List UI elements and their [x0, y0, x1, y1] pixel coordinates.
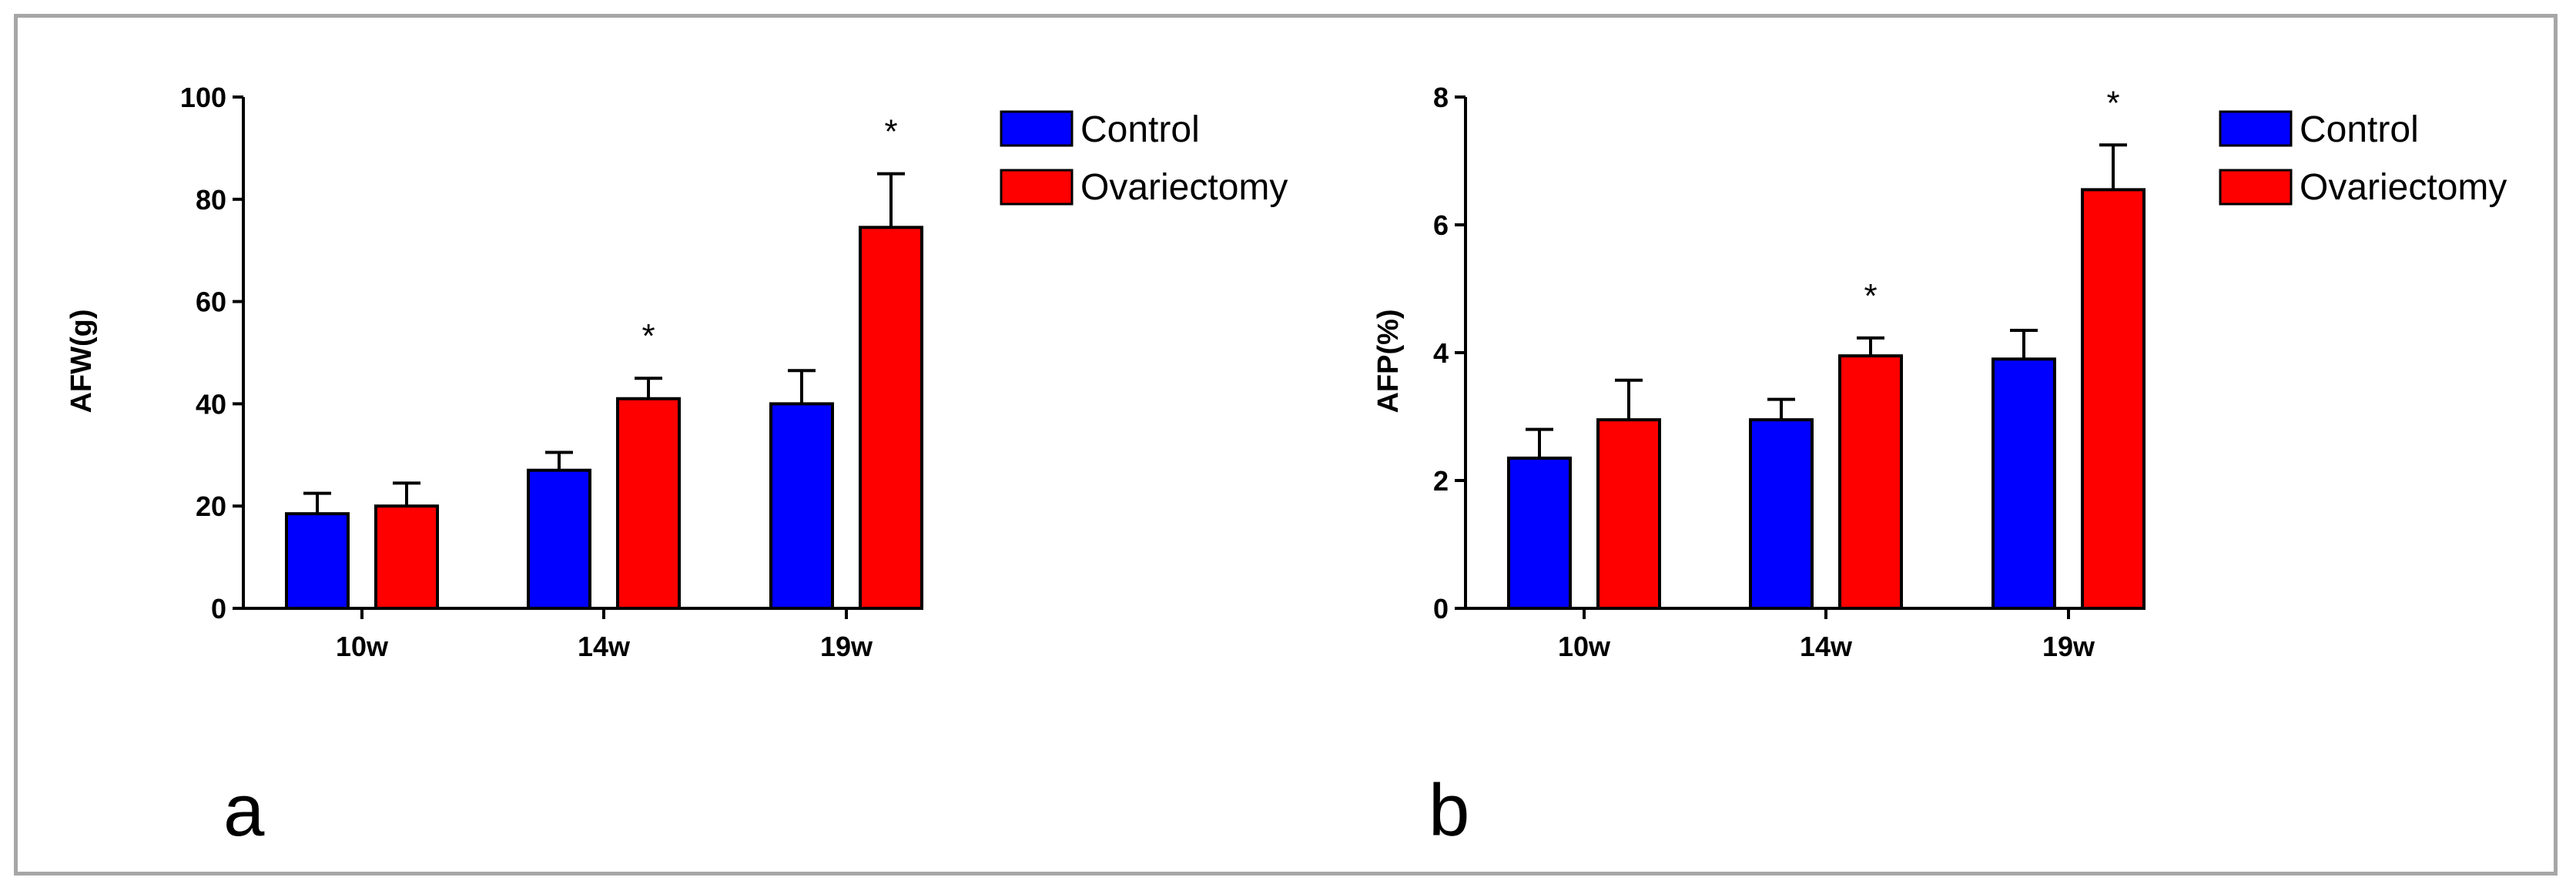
- legend-swatch-control: [2219, 110, 2293, 147]
- chart-b-ylabel: AFP(%): [1372, 309, 1405, 413]
- y-tick-label: 2: [1433, 465, 1449, 497]
- bar-ovariectomy-19w: [859, 226, 923, 610]
- legend-swatch-ovariectomy: [2219, 169, 2293, 206]
- bar-control-14w: [527, 468, 591, 610]
- legend-label-control: Control: [1080, 109, 1200, 150]
- legend-swatch-ovariectomy: [1000, 169, 1074, 206]
- y-tick-label: 60: [196, 286, 226, 318]
- x-tick-label: 14w: [1800, 631, 1853, 662]
- chart-b-legend: Control Ovariectomy: [2219, 109, 2507, 208]
- chart-a-legend: Control Ovariectomy: [1000, 109, 1288, 208]
- significance-marker: *: [884, 113, 897, 151]
- legend-label-ovariectomy: Ovariectomy: [2300, 167, 2507, 208]
- chart-b: AFP(%) 0 2 4 6 8 * * 10w 14w 19w Control Ovarie…: [1372, 82, 2507, 852]
- bar-control-10w: [285, 512, 350, 610]
- bar-control-19w: [769, 402, 834, 611]
- y-tick-label: 20: [196, 491, 226, 522]
- y-tick-label: 6: [1433, 209, 1449, 241]
- bar-control-10w: [1507, 456, 1572, 611]
- significance-marker: *: [641, 317, 655, 355]
- y-tick-label: 100: [180, 82, 226, 113]
- significance-marker: *: [2106, 84, 2119, 122]
- bar-ovariectomy-10w: [374, 504, 439, 611]
- x-tick-label: 10w: [1558, 631, 1611, 662]
- chart-a: AFW(g) 0 20 40 60 80 100 * * 10w 14w 19w Control…: [65, 82, 1288, 852]
- legend-label-control: Control: [2300, 109, 2419, 150]
- x-tick-label: 14w: [578, 631, 631, 662]
- bar-ovariectomy-14w: [616, 397, 681, 610]
- y-tick-label: 8: [1433, 82, 1449, 113]
- bar-control-14w: [1749, 418, 1814, 611]
- panel-label-a: a: [223, 769, 265, 852]
- bar-ovariectomy-19w: [2081, 188, 2146, 611]
- legend-label-ovariectomy: Ovariectomy: [1080, 167, 1288, 208]
- y-tick-label: 4: [1433, 337, 1449, 369]
- y-tick-label: 80: [196, 184, 226, 216]
- x-tick-label: 10w: [336, 631, 389, 662]
- bar-control-19w: [1991, 357, 2056, 610]
- y-tick-label: 0: [1433, 593, 1449, 624]
- chart-a-ylabel: AFW(g): [65, 309, 98, 413]
- x-tick-label: 19w: [2042, 631, 2095, 662]
- bar-ovariectomy-10w: [1596, 418, 1661, 611]
- legend-swatch-control: [1000, 110, 1074, 147]
- panel-label-b: b: [1429, 769, 1469, 852]
- x-tick-label: 19w: [820, 631, 873, 662]
- significance-marker: *: [1864, 277, 1877, 315]
- y-tick-label: 40: [196, 388, 226, 420]
- y-tick-label: 0: [211, 593, 226, 624]
- bar-ovariectomy-14w: [1838, 354, 1903, 610]
